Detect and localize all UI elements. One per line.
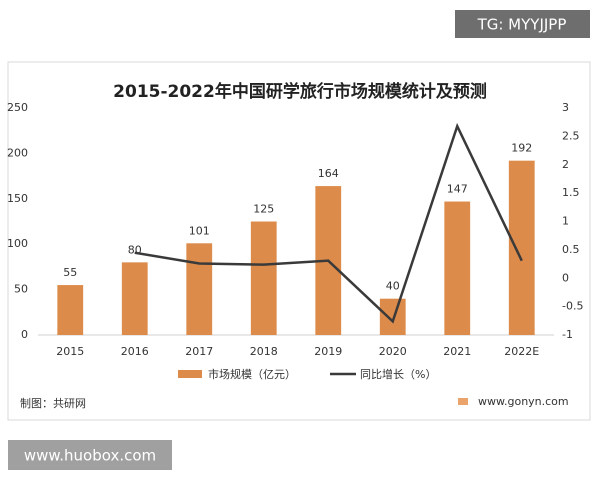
data-label: 192 (511, 142, 532, 155)
y-tick-label: 200 (7, 146, 28, 159)
line (134, 122, 523, 324)
chart-frame (7, 61, 591, 421)
bar (121, 262, 148, 335)
watermark-box (455, 10, 590, 38)
bar (379, 298, 406, 335)
legend-label: 市场规模（亿元） (208, 367, 296, 381)
data-label: 125 (253, 203, 274, 216)
y-tick-label: 100 (7, 237, 28, 250)
bar (444, 201, 471, 335)
chart-title: 2015-2022年中国研学旅行市场规模统计及预测 (113, 81, 487, 102)
data-label: 147 (447, 183, 468, 196)
y-tick-label: 250 (7, 101, 28, 114)
y2-tick-label: 3 (562, 101, 569, 114)
y2-tick-label: 2.5 (562, 129, 580, 142)
y2-tick-label: -1 (562, 328, 573, 341)
legend-swatch (178, 370, 202, 378)
y2-tick-label: -0.5 (562, 300, 583, 313)
x-tick-label: 2020 (379, 345, 407, 358)
y2-tick-label: 1 (562, 215, 569, 228)
watermark: www.huobox.com (24, 447, 156, 465)
y2-tick-label: 2 (562, 158, 569, 171)
x-tick-label: 2018 (250, 345, 278, 358)
x-tick-label: 2019 (314, 345, 342, 358)
x-tick-label: 2017 (185, 345, 213, 358)
y-tick-label: 150 (7, 192, 28, 205)
source: 制图：共研网 (20, 397, 86, 410)
x-tick-label: 2022E (504, 345, 539, 358)
data-label: 55 (63, 266, 77, 279)
y2-tick-label: 0.5 (562, 243, 580, 256)
website: www.gonyn.com (478, 395, 569, 408)
legend-label: 同比增长（%） (360, 367, 436, 381)
x-tick-label: 2016 (121, 345, 149, 358)
data-label: 40 (386, 280, 400, 293)
y2-tick-label: 0 (562, 271, 569, 284)
bar (57, 285, 84, 335)
site-icon (458, 398, 468, 405)
x-tick-label: 2015 (56, 345, 84, 358)
watermark-box (8, 440, 172, 470)
data-label: 164 (318, 167, 339, 180)
bar (508, 160, 535, 335)
watermark: TG: MYYJJPP (477, 16, 567, 34)
y-tick-label: 0 (21, 328, 28, 341)
bar (250, 221, 277, 335)
data-label: 101 (189, 224, 210, 237)
y-tick-label: 50 (14, 283, 28, 296)
y2-tick-label: 1.5 (562, 186, 580, 199)
bar (186, 243, 213, 335)
x-tick-label: 2021 (443, 345, 471, 358)
